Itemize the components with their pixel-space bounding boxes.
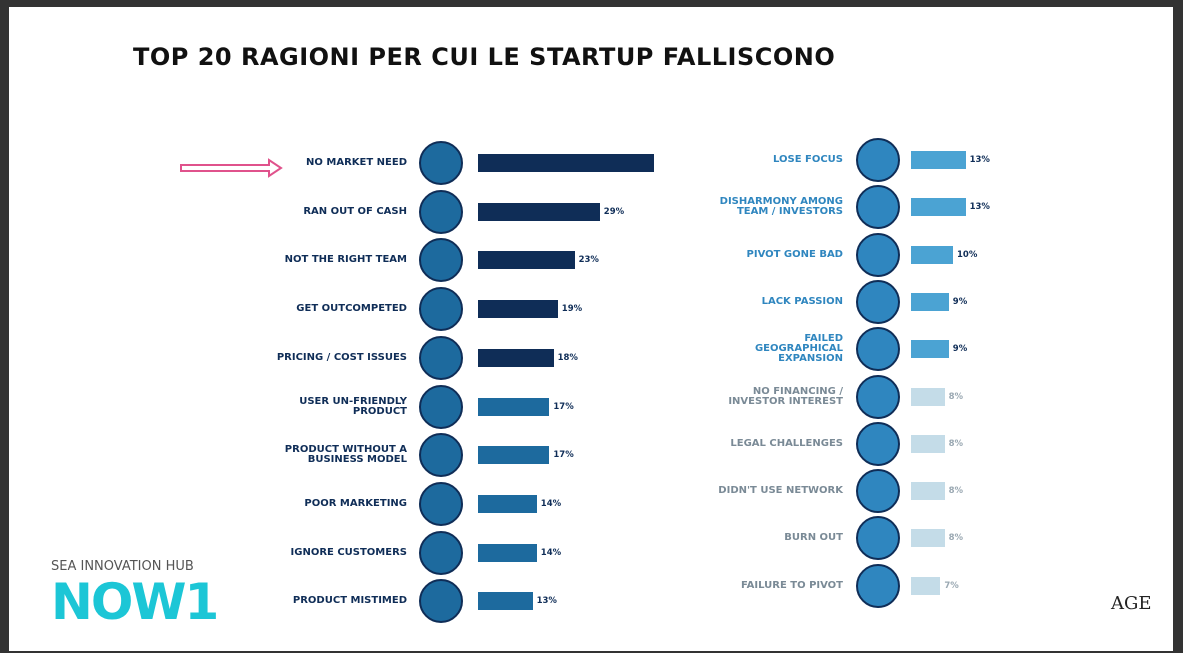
- icon: [419, 579, 463, 624]
- category-label: IGNORE CUSTOMERS: [290, 546, 407, 558]
- value-label: 17%: [553, 450, 574, 461]
- bar: [911, 292, 949, 311]
- value-label: 7%: [944, 580, 959, 591]
- value-label: 13%: [536, 596, 557, 607]
- value-label: 8%: [948, 391, 964, 402]
- category-label: BURN OUT: [784, 532, 843, 544]
- bar: [478, 494, 537, 513]
- icon: [856, 516, 900, 561]
- value-label: 14%: [540, 547, 562, 558]
- icon: [419, 530, 463, 575]
- category-label: LOSE FOCUS: [772, 154, 843, 165]
- bar: [911, 482, 945, 501]
- value-label: 10%: [957, 249, 978, 260]
- slide-title: TOP 20 RAGIONI PER CUI LE STARTUP FALLIS…: [133, 43, 836, 71]
- category-label: RAN OUT OF CASH: [303, 205, 407, 217]
- icon: [419, 384, 463, 429]
- value-label: 9%: [952, 296, 968, 307]
- value-label: 17%: [553, 401, 574, 412]
- icon: [856, 327, 900, 372]
- bar: [911, 198, 966, 217]
- value-label: 13%: [969, 155, 990, 165]
- icon: [419, 433, 463, 478]
- value-label: 9%: [952, 344, 968, 355]
- bar: [478, 397, 550, 416]
- bar: [911, 576, 941, 595]
- category-label: PRODUCT WITHOUT A BUSINESS MODEL: [284, 444, 407, 466]
- icon: [856, 469, 900, 514]
- category-label: FAILED GEOGRAPHICAL EXPANSION: [754, 333, 843, 365]
- bar: [478, 348, 554, 367]
- category-label: NOT THE RIGHT TEAM: [284, 254, 407, 266]
- category-label: FAILURE TO PIVOT: [740, 579, 843, 591]
- category-label: NO FINANCING / INVESTOR INTEREST: [728, 385, 843, 407]
- bar: [478, 543, 537, 562]
- bar: [478, 300, 558, 319]
- icon: [856, 279, 900, 324]
- value-label: 8%: [948, 486, 964, 497]
- icon: [856, 185, 900, 230]
- value-label: 19%: [561, 304, 583, 315]
- value-label: 8%: [948, 533, 964, 544]
- bar: [478, 251, 575, 270]
- icon: [856, 138, 900, 182]
- icon: [419, 287, 463, 332]
- icon: [856, 563, 900, 608]
- bar: [911, 245, 953, 264]
- category-label: LEGAL CHALLENGES: [730, 437, 843, 449]
- category-label: PIVOT GONE BAD: [746, 248, 843, 260]
- value-label: 23%: [578, 255, 599, 266]
- category-label: POOR MARKETING: [304, 497, 407, 509]
- value-label: 29%: [603, 206, 625, 217]
- value-label: 18%: [557, 352, 578, 363]
- category-label: PRICING / COST ISSUES: [276, 351, 407, 363]
- icon: [419, 141, 463, 185]
- category-label: PRODUCT MISTIMED: [292, 595, 407, 607]
- bar: [478, 202, 600, 221]
- logo-text: SEA INNOVATION HUB: [51, 559, 194, 574]
- category-label: USER UN-FRIENDLY PRODUCT: [299, 395, 407, 417]
- bar: [911, 529, 945, 548]
- bar: [478, 154, 655, 172]
- bar: [478, 446, 550, 465]
- logo-mark: NOW1: [51, 573, 219, 631]
- bar: [911, 151, 966, 169]
- category-label: DIDN'T USE NETWORK: [718, 485, 843, 497]
- arrow: [180, 158, 283, 178]
- icon: [419, 481, 463, 526]
- icon: [419, 189, 463, 234]
- icon: [419, 335, 463, 380]
- value-label: 13%: [969, 202, 990, 213]
- bar: [911, 434, 945, 453]
- icon: [856, 232, 900, 277]
- category-label: DISHARMONY AMONG TEAM / INVESTORS: [719, 196, 843, 218]
- icon: [419, 238, 463, 283]
- category-label: GET OUTCOMPETED: [296, 303, 407, 315]
- icon: [856, 374, 900, 419]
- value-label: 8%: [948, 438, 964, 449]
- bar: [911, 387, 945, 406]
- bar: [478, 592, 533, 611]
- bar: [911, 340, 949, 359]
- category-label: NO MARKET NEED: [306, 157, 407, 168]
- icon: [856, 421, 900, 466]
- category-label: LACK PASSION: [761, 295, 843, 307]
- brand: AGE: [1111, 593, 1152, 614]
- value-label: 14%: [540, 498, 562, 509]
